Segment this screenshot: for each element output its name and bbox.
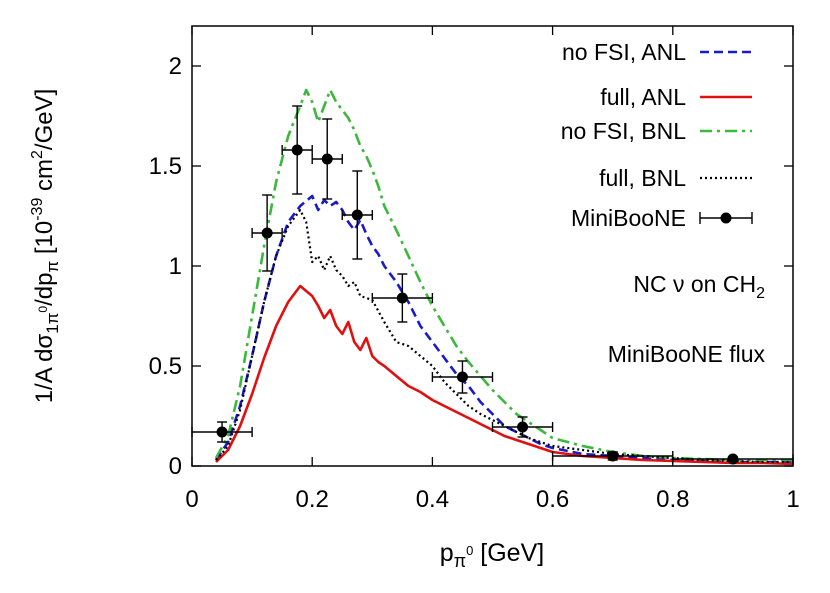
data-marker <box>351 209 363 221</box>
series-line-no-fsi-anl <box>214 194 793 464</box>
axes-layer: 0 0.2 0.4 0.6 0.8 1 0 0.5 1 1.5 2 <box>149 26 800 513</box>
x-tick-label: 0.2 <box>296 486 329 513</box>
annotation-flux: MiniBooNE flux <box>608 341 766 367</box>
data-point <box>431 360 494 394</box>
series-line-full-anl <box>215 284 794 466</box>
data-marker <box>517 421 529 433</box>
x-tick-label: 0.6 <box>536 486 569 513</box>
plot-frame <box>191 25 794 467</box>
x-tick-label: 0.4 <box>416 486 449 513</box>
series-line-full-bnl <box>215 208 793 464</box>
y-tick-label: 1 <box>169 253 182 280</box>
legend-marker <box>720 212 732 224</box>
data-marker <box>261 227 273 239</box>
y-tick-label: 2 <box>169 53 182 80</box>
legend-label: MiniBooNE <box>571 205 686 231</box>
data-point <box>281 105 313 195</box>
data-point <box>551 450 674 462</box>
y-tick-label: 0.5 <box>149 353 182 380</box>
legend-label: full, ANL <box>600 84 686 110</box>
data-point <box>191 421 253 443</box>
data-point <box>341 170 373 260</box>
data-marker <box>216 426 228 438</box>
legend-label: no FSI, ANL <box>562 39 686 65</box>
x-tick-label: 0.8 <box>656 486 689 513</box>
data-point <box>371 273 434 323</box>
data-marker <box>727 453 739 465</box>
data-point <box>491 416 554 438</box>
data-point <box>251 194 283 272</box>
x-axis-label: pπ0 [GeV] <box>440 539 544 571</box>
y-axis-label: 1/A dσ1π0/dpπ [10-39 cm2/GeV] <box>29 89 62 404</box>
data-marker <box>456 371 468 383</box>
data-marker <box>396 292 408 304</box>
data-point <box>311 118 343 200</box>
data-marker <box>291 144 303 156</box>
legend: no FSI, ANL full, ANL no FSI, BNL full, BNL… <box>561 39 753 231</box>
data-marker <box>607 450 619 462</box>
data-marker <box>321 153 333 165</box>
legend-label: full, BNL <box>599 165 686 191</box>
x-tick-label: 0 <box>185 486 198 513</box>
annotation-reaction: NC ν on CH2 <box>633 271 765 302</box>
y-tick-label: 1.5 <box>149 153 182 180</box>
y-tick-label: 0 <box>169 453 182 480</box>
legend-label: no FSI, BNL <box>561 118 686 144</box>
x-tick-label: 1 <box>786 486 799 513</box>
